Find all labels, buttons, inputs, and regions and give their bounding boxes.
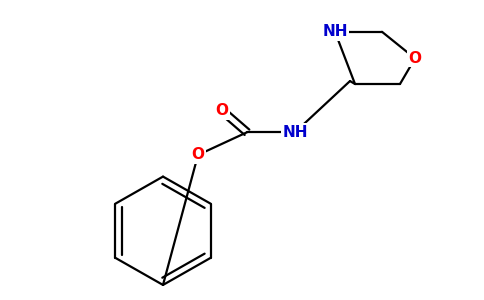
- Text: NH: NH: [322, 24, 348, 39]
- Text: NH: NH: [282, 125, 308, 140]
- Text: O: O: [215, 103, 228, 118]
- Text: O: O: [192, 147, 205, 162]
- Text: O: O: [408, 51, 422, 66]
